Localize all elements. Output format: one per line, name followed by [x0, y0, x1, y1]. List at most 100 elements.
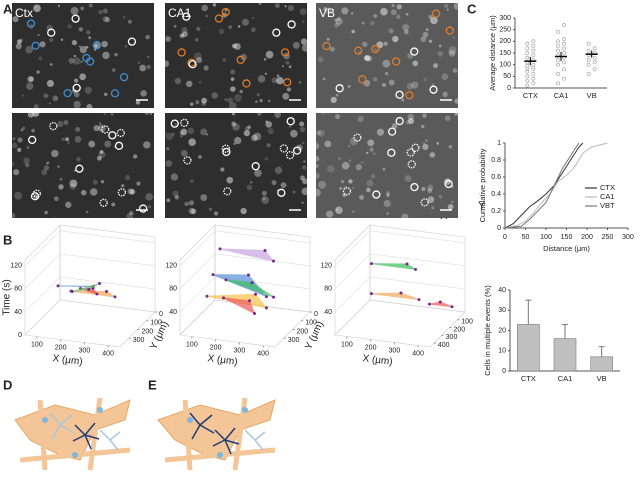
cell-blob: [89, 188, 98, 196]
axis-title: Time (s): [2, 279, 13, 315]
roi: [387, 148, 396, 157]
roi: [221, 7, 230, 17]
cell-blob: [241, 18, 249, 26]
cell-blob: [74, 78, 79, 83]
cell-blob: [144, 111, 149, 116]
data-point: [562, 51, 566, 55]
diagram-e: [157, 397, 276, 471]
cell-blob: [205, 133, 208, 136]
cell-blob: [244, 126, 250, 132]
x-tick-label: 400: [412, 350, 424, 357]
roi: [406, 148, 415, 157]
cell-blob: [57, 165, 60, 168]
cell-blob: [351, 29, 355, 34]
x-tick-label: 250: [602, 234, 614, 241]
data-line: [504, 142, 608, 229]
cell-blob: [181, 31, 188, 38]
roi: [251, 162, 260, 171]
cell-blob: [392, 35, 399, 43]
cell-blob: [110, 113, 114, 116]
roi: [63, 88, 72, 98]
cell-blob: [285, 60, 290, 65]
cell-blob: [454, 98, 460, 104]
cell-blob: [60, 38, 64, 41]
cell-blob: [325, 7, 333, 15]
cell-blob: [386, 193, 390, 197]
cell-blob: [96, 155, 102, 161]
cell-blob: [122, 15, 126, 19]
cell-blob: [213, 211, 219, 216]
z-tick-label: 80: [169, 286, 177, 293]
cell-dot: [405, 262, 409, 266]
grid-line: [334, 230, 466, 266]
cell-blob: [301, 141, 305, 145]
cell-blob: [93, 125, 100, 132]
cell-blob: [335, 114, 340, 119]
cell-blob: [430, 16, 438, 25]
roi: [138, 204, 148, 213]
cell-blob: [422, 113, 427, 118]
cell-blob: [350, 12, 354, 15]
cell-blob: [265, 121, 273, 128]
cell-blob: [181, 27, 188, 34]
data-point: [562, 37, 566, 41]
roi: [236, 55, 245, 64]
data-point: [531, 76, 536, 81]
cell-blob: [84, 86, 92, 94]
cell-blob: [104, 92, 108, 96]
cell-blob: [262, 197, 266, 201]
cell-blob: [370, 174, 376, 179]
micrograph: [164, 110, 309, 218]
cell-blob: [39, 41, 46, 48]
cell-blob: [313, 188, 321, 197]
image-bg: [12, 3, 154, 108]
panel-label: A: [3, 1, 13, 16]
cell-blob: [88, 140, 96, 148]
cell-blob: [282, 92, 290, 100]
legend-label: CTX: [600, 183, 615, 192]
micrograph: VB: [316, 2, 461, 108]
cell-blob: [431, 206, 435, 210]
roi: [117, 188, 126, 197]
cell-blob: [284, 5, 287, 8]
x-tick-label: 400: [102, 350, 114, 357]
roi: [279, 144, 289, 153]
x-tick-label: 200: [55, 344, 67, 351]
cell-blob: [188, 207, 195, 215]
cell-blob: [422, 31, 429, 38]
cell-blob: [46, 79, 54, 88]
cell-dot: [56, 284, 60, 288]
cell-blob: [243, 129, 251, 137]
cell-blob: [36, 70, 40, 74]
data-line: [504, 142, 580, 229]
cell-dot: [98, 281, 101, 285]
cell-dot: [248, 299, 251, 303]
cell-blob: [65, 201, 72, 208]
cell-blob: [232, 123, 240, 131]
cell-blob: [366, 179, 374, 187]
cell-blob: [367, 139, 375, 147]
cell-blob: [335, 208, 339, 211]
cell-blob: [170, 173, 179, 181]
cell-blob: [351, 210, 355, 214]
y-tick-label: 0: [314, 311, 318, 318]
cell-blob: [46, 161, 50, 165]
roi: [242, 79, 251, 88]
y-tick-label: 100: [499, 62, 511, 69]
cell-blob: [57, 120, 64, 128]
cell-blob: [314, 164, 319, 168]
cell-blob: [165, 36, 172, 42]
roi: [353, 133, 362, 142]
x-tick-label: 300: [234, 347, 246, 354]
cell-blob: [9, 161, 15, 167]
cell-blob: [211, 92, 218, 99]
cell-blob: [233, 142, 236, 146]
data-point: [556, 58, 560, 62]
micrograph: Ctx: [12, 3, 154, 110]
cell-dot: [438, 300, 442, 304]
cell-blob: [52, 95, 59, 102]
cell-blob: [448, 46, 457, 55]
cell-blob: [114, 52, 118, 57]
roi: [108, 131, 117, 140]
y-tick-label: 250: [499, 27, 511, 34]
